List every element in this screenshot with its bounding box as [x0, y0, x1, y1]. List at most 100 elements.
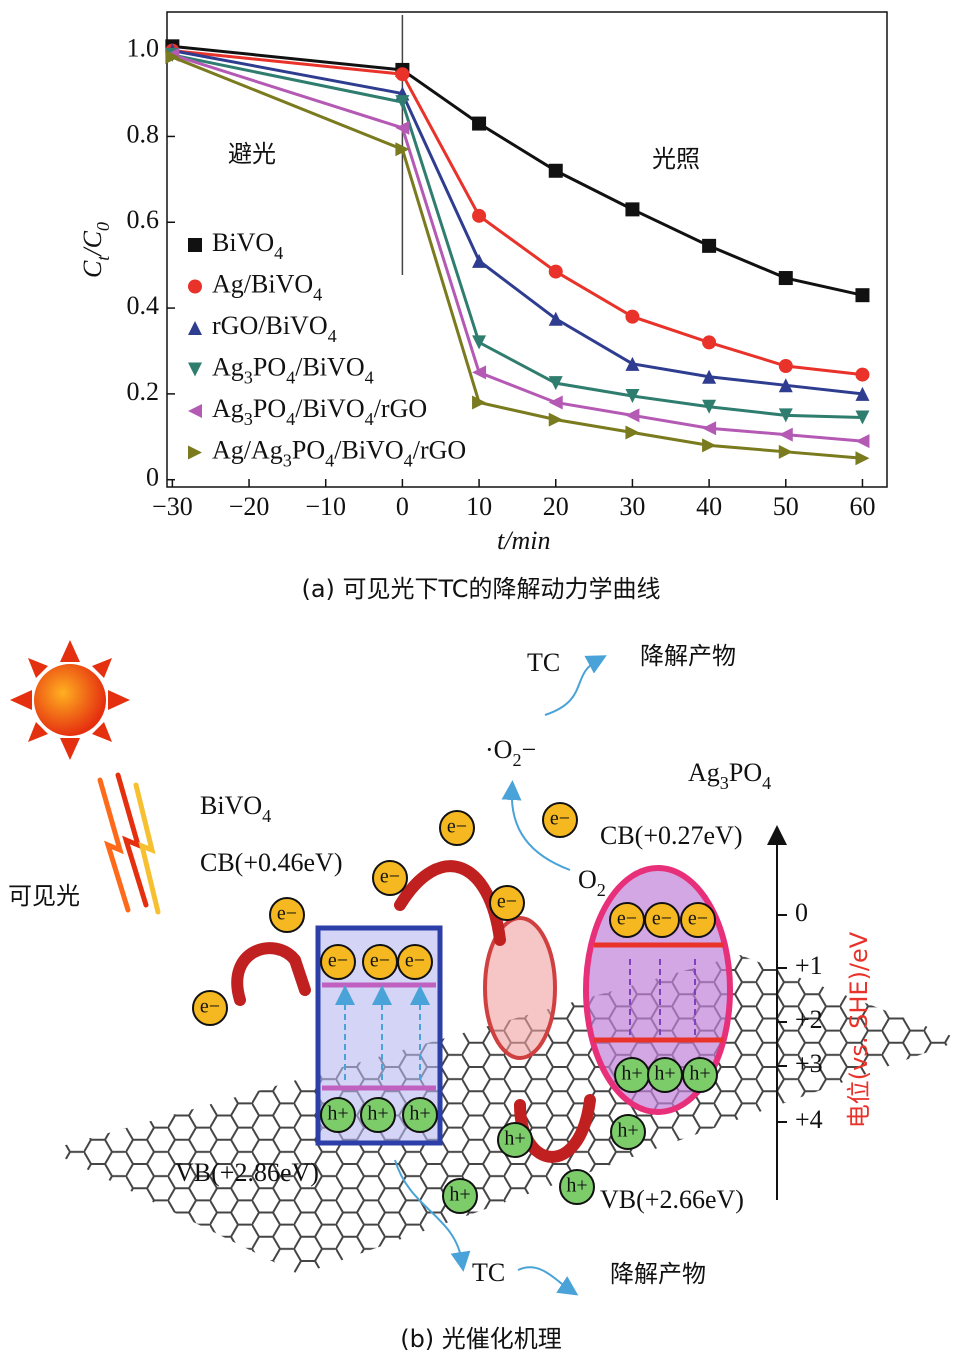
data-point [702, 238, 717, 253]
data-point [625, 356, 640, 371]
sun [10, 640, 161, 915]
data-point [548, 376, 563, 391]
electron-label: e− [277, 903, 297, 925]
tc-label: TC [527, 648, 560, 677]
hole-label: h+ [689, 1063, 710, 1085]
data-point [548, 163, 563, 178]
electron-label: e− [447, 816, 467, 838]
bivo4-label: BiVO4 [200, 791, 271, 826]
hole [402, 1097, 438, 1133]
hole-label: h+ [566, 1175, 587, 1197]
data-point [625, 408, 640, 423]
series-line [171, 55, 863, 460]
series-line [172, 44, 863, 297]
data-point [702, 399, 717, 414]
y-tick-label: 0.4 [127, 291, 160, 320]
data-point [625, 202, 640, 217]
caption-a: (a) 可见光下TC的降解动力学曲线 [301, 575, 660, 603]
legend-swatch [188, 445, 202, 460]
hole-label: h+ [409, 1103, 430, 1125]
data-point [548, 395, 563, 410]
potential-tick: 0 [795, 898, 808, 927]
y-tick-label: 0.2 [127, 377, 160, 406]
data-point [472, 365, 487, 380]
hole-label: h+ [327, 1103, 348, 1125]
data-point [625, 389, 640, 404]
carriers: e− e− e− e− e− e− e− e− e− e− e− e− h+ h+ h+ h+ h+ h+ h+ h+… [192, 802, 718, 1214]
potential-label: 电位(vs. SHE)/eV [845, 931, 873, 1128]
oxygen-label: O2 [578, 865, 606, 900]
hole [559, 1169, 595, 1205]
data-point [855, 434, 870, 449]
legend-swatch [188, 279, 202, 294]
data-point [778, 408, 793, 423]
hole-label: h+ [654, 1063, 675, 1085]
electron-label: e− [380, 866, 400, 888]
legend-label: Ag3PO4/BiVO4/rGO [212, 394, 427, 429]
electron-label: e− [328, 950, 348, 972]
electron-label: e− [405, 950, 425, 972]
hole [360, 1097, 396, 1133]
data-point [625, 425, 640, 440]
data-point [395, 67, 410, 82]
tc-label: TC [472, 1258, 505, 1287]
y-tick-label: 1.0 [127, 34, 160, 63]
x-axis-label: t/min [497, 526, 550, 555]
data-point [548, 311, 563, 326]
data-point [702, 335, 717, 350]
x-tick-label: −30 [152, 492, 193, 521]
potential-tick: +1 [795, 951, 823, 980]
hole [442, 1178, 478, 1214]
electron-label: e− [652, 908, 672, 930]
data-point [702, 369, 717, 384]
data-point [855, 410, 870, 425]
data-point [855, 367, 870, 382]
data-point [778, 427, 793, 442]
data-point [855, 386, 870, 401]
electron [269, 897, 305, 933]
annotation: 光照 [652, 145, 700, 173]
data-point [472, 116, 487, 131]
electron [542, 802, 578, 838]
light-label: 可见光 [8, 882, 80, 910]
data-point [548, 264, 563, 279]
potential-axis: 0 +1 +2 +3 +4 电位(vs. SHE)/eV [767, 825, 873, 1200]
hole-label: h+ [504, 1128, 525, 1150]
legend-swatch [188, 238, 202, 252]
annotation: 避光 [228, 140, 276, 168]
data-point [855, 288, 870, 303]
x-tick-label: 0 [396, 492, 409, 521]
data-point [778, 271, 793, 286]
plot-frame [166, 11, 888, 488]
x-tick-label: −20 [229, 492, 270, 521]
legend-label: rGO/BiVO4 [212, 311, 337, 346]
x-tick-label: 40 [696, 492, 722, 521]
chart: −30 −20 −10 0 10 20 30 40 50 60 0 0.2 0.4 0.6 0.8 1.0 t/… [78, 11, 888, 555]
data-point [472, 395, 487, 410]
flow-arrows [394, 655, 607, 1296]
data-point [548, 412, 563, 427]
hole [610, 1114, 646, 1150]
data-point [472, 335, 487, 350]
series-line [171, 53, 863, 443]
legend-swatch [188, 362, 202, 377]
y-tick-label: 0 [146, 463, 159, 492]
caption-b: (b) 光催化机理 [400, 1325, 562, 1353]
data-point [778, 358, 793, 373]
series-line [172, 49, 863, 396]
data-point [472, 208, 487, 223]
vb-label: VB(+2.66eV) [600, 1185, 744, 1214]
data-point [855, 451, 870, 466]
electron-label: e− [497, 891, 517, 913]
data-point [395, 95, 410, 110]
legend-swatch [188, 321, 202, 335]
data-point [395, 142, 410, 157]
data-point [165, 50, 180, 65]
hole-label: h+ [621, 1063, 642, 1085]
legend-swatch [188, 404, 202, 418]
data-point [395, 120, 410, 135]
y-axis-label: Ct/C0 [78, 222, 113, 278]
potential-tick: +2 [795, 1005, 823, 1034]
